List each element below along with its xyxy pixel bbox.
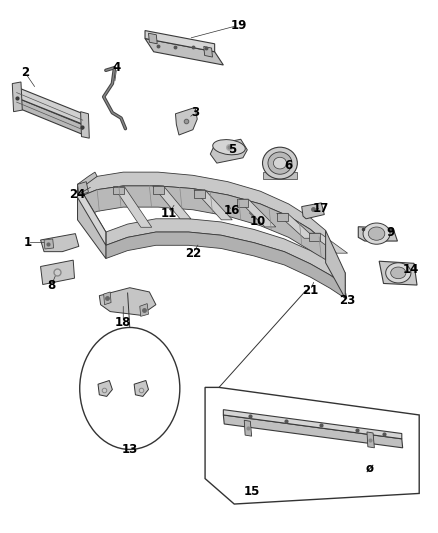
Text: 9: 9 bbox=[387, 225, 395, 239]
Polygon shape bbox=[152, 186, 191, 219]
Polygon shape bbox=[379, 261, 417, 285]
Text: 1: 1 bbox=[24, 236, 32, 249]
Polygon shape bbox=[41, 260, 74, 285]
Text: 8: 8 bbox=[47, 279, 56, 292]
Polygon shape bbox=[106, 219, 345, 286]
Polygon shape bbox=[302, 203, 324, 219]
Ellipse shape bbox=[273, 157, 286, 169]
Polygon shape bbox=[12, 82, 22, 112]
Polygon shape bbox=[134, 381, 148, 397]
Text: 4: 4 bbox=[113, 61, 121, 74]
Polygon shape bbox=[176, 108, 197, 135]
Polygon shape bbox=[244, 420, 252, 436]
Polygon shape bbox=[309, 233, 320, 241]
Polygon shape bbox=[277, 213, 315, 238]
Polygon shape bbox=[145, 30, 215, 52]
Polygon shape bbox=[325, 230, 345, 298]
Polygon shape bbox=[78, 172, 325, 243]
Text: 23: 23 bbox=[339, 294, 356, 308]
Ellipse shape bbox=[386, 263, 411, 283]
Ellipse shape bbox=[368, 227, 385, 240]
Text: 22: 22 bbox=[185, 247, 201, 260]
Polygon shape bbox=[194, 190, 205, 198]
Text: 5: 5 bbox=[228, 143, 236, 156]
Polygon shape bbox=[309, 233, 348, 253]
Polygon shape bbox=[14, 97, 84, 135]
Polygon shape bbox=[78, 186, 325, 263]
Polygon shape bbox=[358, 227, 397, 241]
Ellipse shape bbox=[363, 223, 390, 244]
Text: 14: 14 bbox=[403, 263, 419, 276]
Polygon shape bbox=[104, 292, 111, 305]
Text: 11: 11 bbox=[161, 207, 177, 220]
Text: 21: 21 bbox=[302, 284, 318, 297]
Polygon shape bbox=[194, 190, 232, 220]
Polygon shape bbox=[237, 199, 276, 227]
Ellipse shape bbox=[262, 147, 297, 179]
Polygon shape bbox=[148, 33, 157, 44]
Ellipse shape bbox=[268, 152, 292, 174]
Polygon shape bbox=[81, 112, 89, 138]
Polygon shape bbox=[78, 182, 88, 195]
Polygon shape bbox=[78, 172, 97, 190]
Polygon shape bbox=[223, 410, 402, 439]
Polygon shape bbox=[41, 233, 79, 252]
Polygon shape bbox=[237, 199, 248, 207]
Text: 19: 19 bbox=[230, 19, 247, 32]
Ellipse shape bbox=[391, 267, 406, 279]
Text: 24: 24 bbox=[69, 189, 86, 201]
Text: 3: 3 bbox=[191, 106, 199, 119]
Text: 2: 2 bbox=[21, 67, 29, 79]
Polygon shape bbox=[78, 184, 106, 245]
Polygon shape bbox=[204, 46, 212, 57]
Ellipse shape bbox=[213, 140, 245, 155]
Text: 16: 16 bbox=[224, 204, 240, 217]
Polygon shape bbox=[205, 387, 419, 504]
Text: 13: 13 bbox=[122, 443, 138, 456]
Text: 10: 10 bbox=[250, 215, 266, 228]
Polygon shape bbox=[106, 232, 345, 298]
Polygon shape bbox=[140, 304, 148, 317]
Text: 17: 17 bbox=[313, 201, 329, 215]
Polygon shape bbox=[99, 288, 156, 316]
Polygon shape bbox=[223, 415, 403, 448]
Polygon shape bbox=[210, 139, 247, 163]
Polygon shape bbox=[145, 38, 223, 65]
Polygon shape bbox=[113, 187, 152, 227]
Polygon shape bbox=[44, 239, 53, 249]
Polygon shape bbox=[14, 86, 83, 124]
Text: 6: 6 bbox=[285, 159, 293, 172]
Polygon shape bbox=[277, 213, 288, 221]
Text: ø: ø bbox=[365, 462, 373, 474]
Text: 18: 18 bbox=[115, 316, 131, 329]
Polygon shape bbox=[78, 184, 106, 259]
Circle shape bbox=[80, 327, 180, 449]
Polygon shape bbox=[98, 381, 113, 397]
Polygon shape bbox=[152, 186, 163, 194]
Text: 15: 15 bbox=[244, 486, 260, 498]
Polygon shape bbox=[113, 187, 124, 195]
Polygon shape bbox=[367, 432, 374, 448]
Polygon shape bbox=[262, 172, 297, 179]
